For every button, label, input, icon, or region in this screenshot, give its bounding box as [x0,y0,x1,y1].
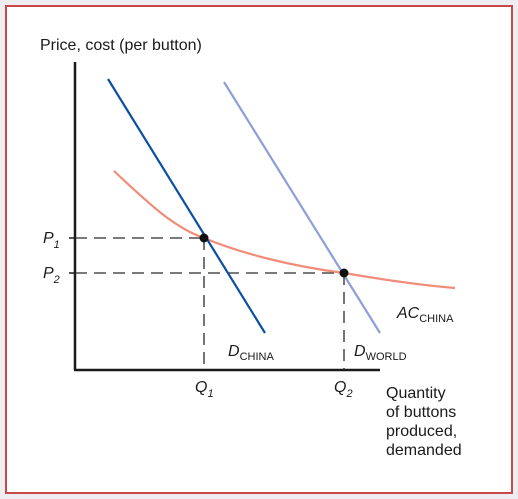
y-tick-p2: P2 [43,265,60,286]
label-d-china: DCHINA [228,343,274,363]
label-d-world: DWORLD [354,343,407,363]
x-axis-label: Quantity of buttons produced, demanded [386,385,462,459]
d-world-line [223,81,381,334]
y-tick-p1: P1 [43,230,60,251]
d-china-line [107,78,266,334]
x-tick-q2: Q2 [334,379,353,400]
point-q1-p1 [199,233,209,243]
ac-china-curve [113,170,456,290]
y-axis-label: Price, cost (per button) [40,37,202,54]
label-ac-china: ACCHINA [396,305,454,325]
x-tick-q1: Q1 [195,379,214,400]
chart-frame [5,5,513,494]
point-q2-p2 [339,268,349,278]
